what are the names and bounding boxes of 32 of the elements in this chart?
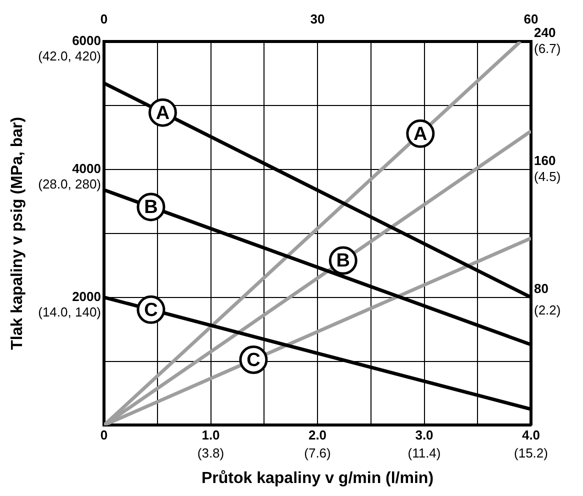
y3-tick-label: (6.7)	[534, 41, 561, 56]
y-tick-label: 6000	[72, 33, 101, 48]
text: (7.6)	[304, 445, 331, 460]
text: (42.0, 420)	[38, 48, 101, 64]
x-axis-title: Průtok kapaliny v g/min (l/min)	[201, 470, 434, 487]
x2-tick-label: 60	[524, 11, 538, 26]
x-tick-label: 4.0	[522, 428, 540, 443]
series-label: B	[336, 250, 350, 272]
text: (14.0, 140)	[38, 304, 101, 320]
y-tick-label: 2000	[72, 288, 101, 304]
x-tick-label: 3.0	[415, 428, 434, 443]
y3-tick-label: (4.5)	[534, 168, 561, 184]
x-tick-label: 1.0	[202, 428, 220, 443]
y-axis-title: Tlak kapaliny v psig (MPa, bar)	[9, 116, 26, 350]
series-label: A	[156, 102, 170, 124]
series-label: B	[144, 197, 158, 218]
text: (11.4)	[408, 445, 441, 460]
text: (28.0, 280)	[38, 176, 101, 192]
series-label: C	[246, 350, 261, 371]
y-tick-label: 4000	[72, 161, 101, 176]
series-label: A	[414, 124, 428, 145]
text: (15.2)	[514, 445, 548, 460]
y2-tick-label: 160	[534, 153, 556, 168]
x-tick-label: 2.0	[308, 428, 327, 443]
y3-tick-label: (2.2)	[534, 302, 561, 318]
text: (3.8)	[197, 445, 224, 460]
y2-tick-label: 240	[534, 25, 556, 40]
series-label: C	[144, 300, 158, 321]
x2-tick-label: 0	[100, 11, 108, 26]
y2-tick-label: 80	[534, 280, 548, 296]
x-tick-label: 0	[100, 428, 108, 443]
x2-tick-label: 30	[310, 11, 325, 26]
